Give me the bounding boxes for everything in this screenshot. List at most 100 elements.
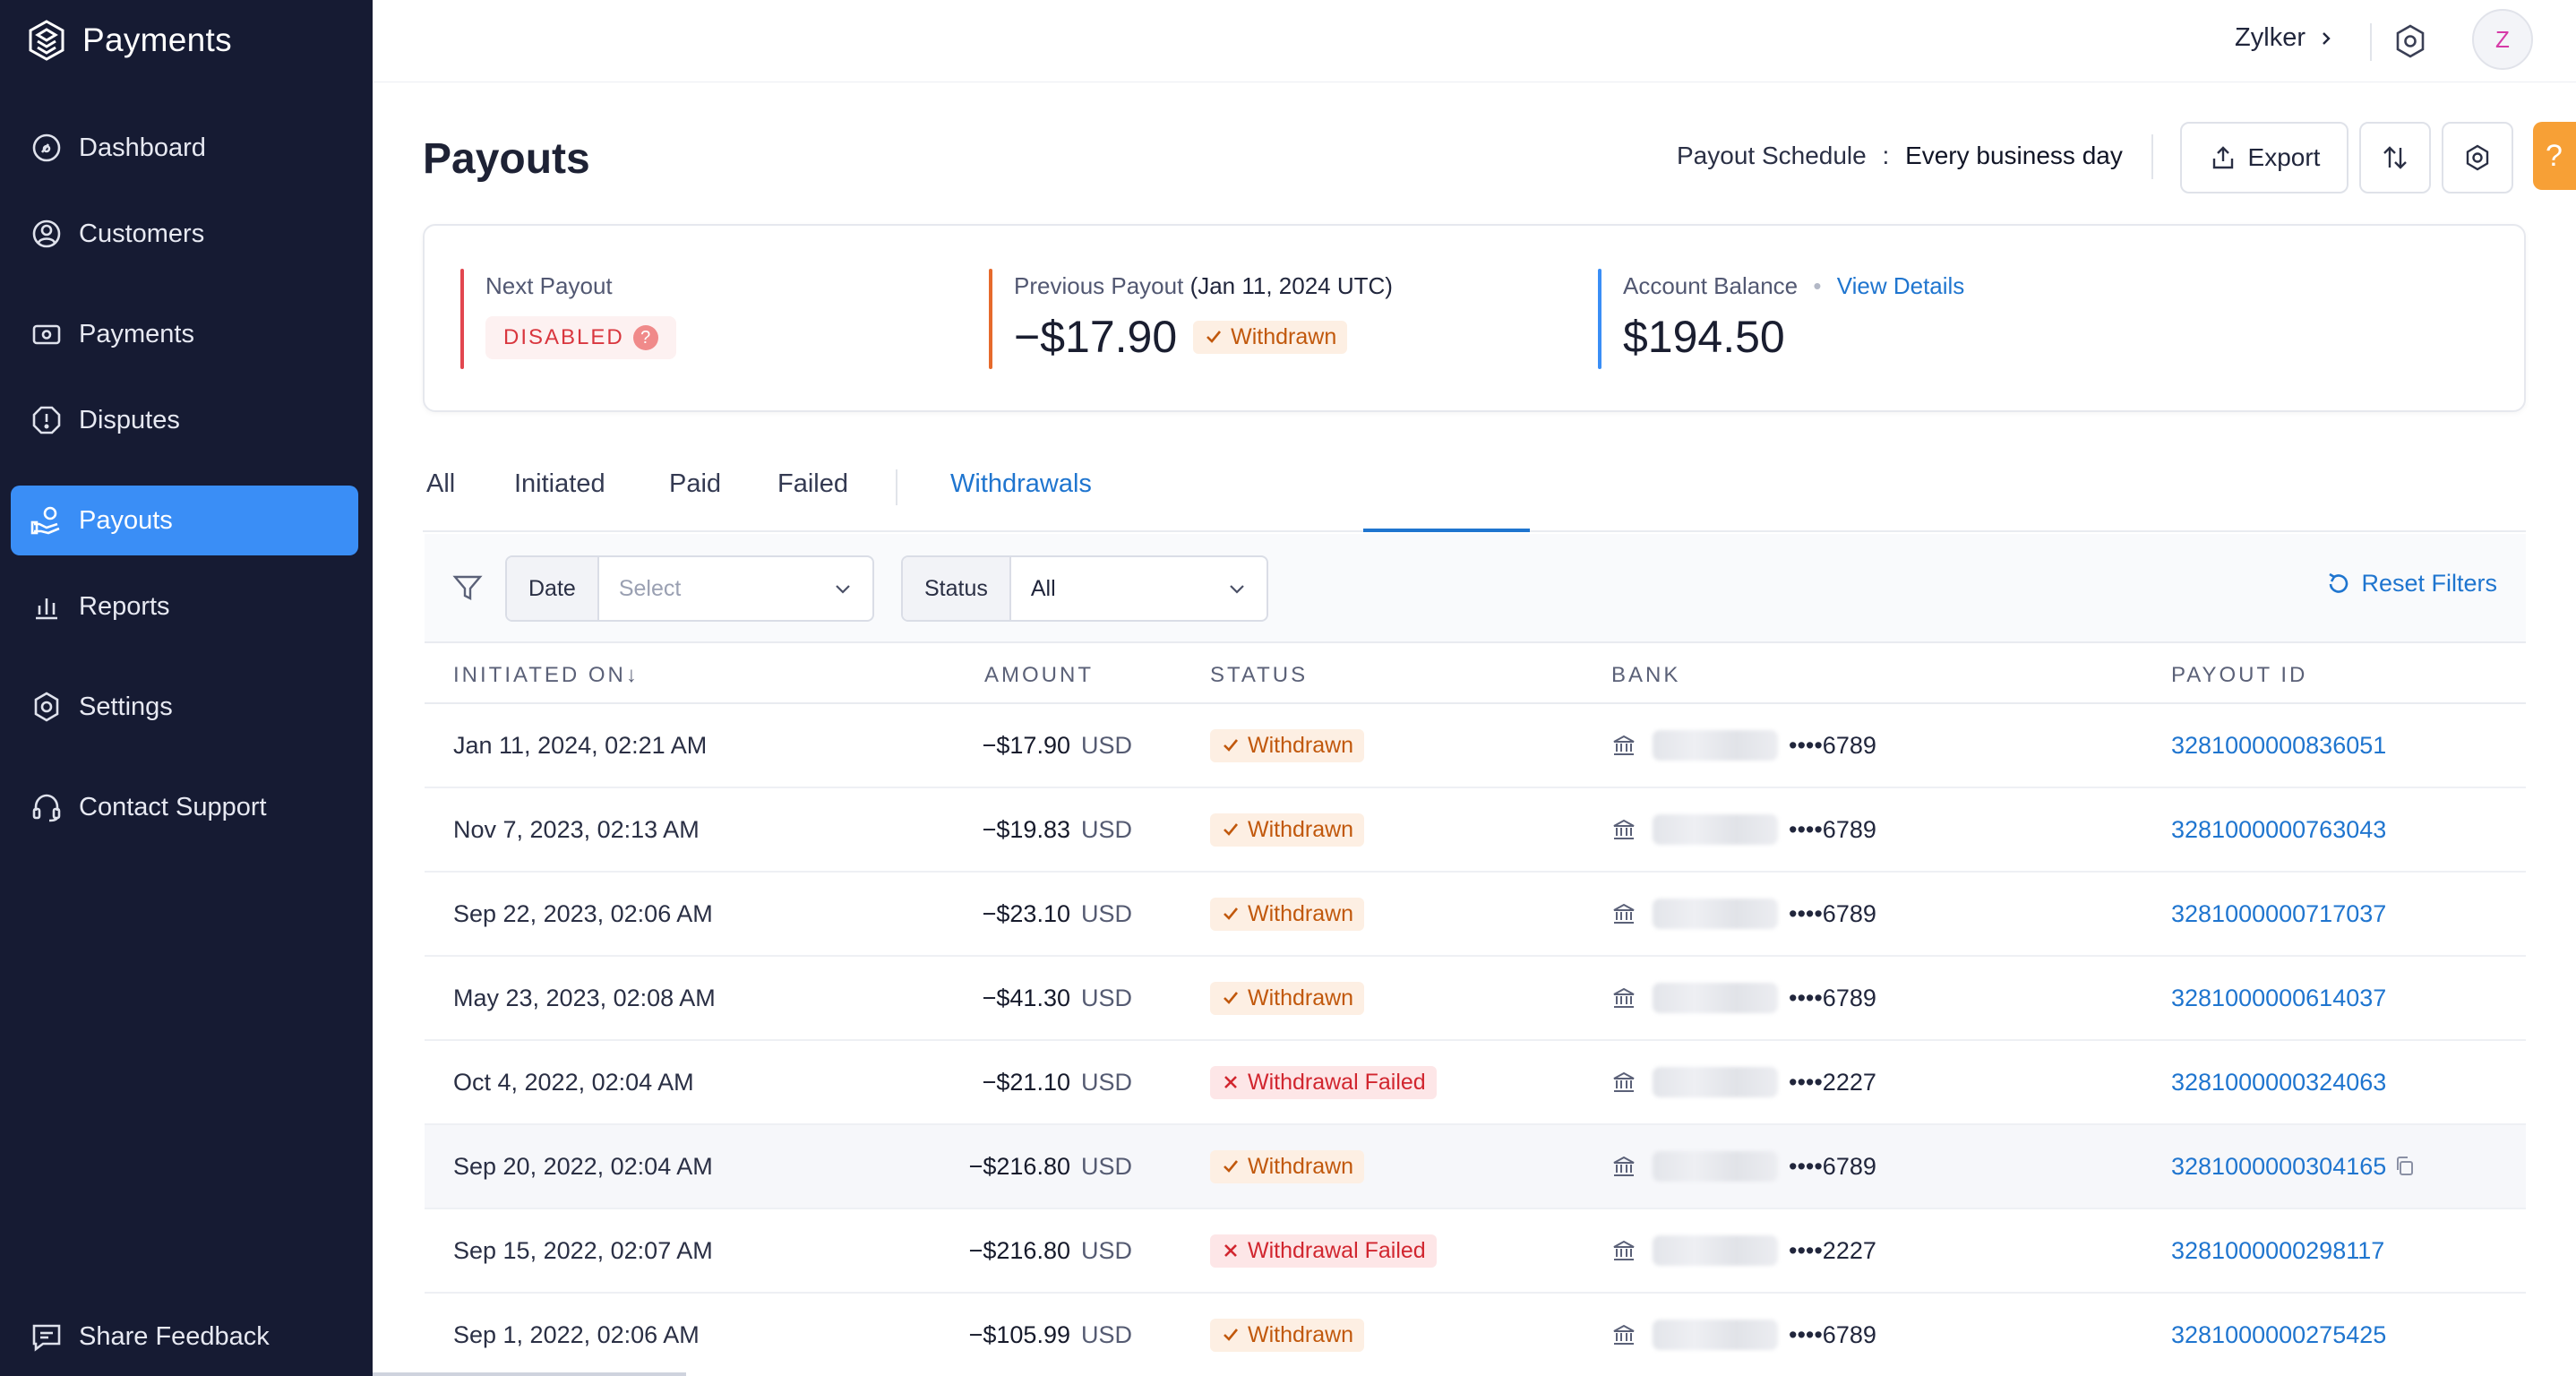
bank-icon — [1613, 903, 1635, 924]
status-cell: Withdrawn — [1210, 1294, 1365, 1376]
previous-payout-heading: Previous Payout (Jan 11, 2024 UTC) — [1014, 272, 1393, 300]
bank-name-redacted — [1653, 814, 1778, 845]
status-filter-label: Status — [903, 557, 1011, 620]
date-select[interactable]: Select — [599, 557, 872, 620]
account-balance-bar — [1598, 269, 1601, 369]
payout-id-link[interactable]: 3281000000275425 — [2171, 1320, 2387, 1348]
status-badge: Withdrawn — [1193, 320, 1348, 354]
filter-bar: Date Select Status All Reset Filters — [425, 534, 2526, 643]
sidebar-item-settings[interactable]: Settings — [11, 672, 358, 742]
tab-initiated[interactable]: Initiated — [514, 469, 605, 498]
tab-all[interactable]: All — [426, 469, 456, 498]
view-details-link[interactable]: View Details — [1836, 272, 1965, 299]
question-icon[interactable]: ? — [632, 325, 658, 350]
column-amount: AMOUNT — [984, 663, 1094, 687]
table-row[interactable]: Jan 11, 2024, 02:21 AM −$17.90 USD Withdraw… — [425, 704, 2526, 788]
reset-filters-button[interactable]: Reset Filters — [2325, 570, 2497, 598]
bank-name-redacted — [1653, 1067, 1778, 1097]
bank-cell: ••••6789 — [1611, 788, 1876, 871]
tab-divider — [896, 469, 897, 505]
account-balance-amount: $194.50 — [1623, 312, 1785, 362]
payout-id-link[interactable]: 3281000000717037 — [2171, 899, 2387, 927]
bank-cell: ••••2227 — [1611, 1209, 1876, 1292]
sidebar-item-contact-support[interactable]: Contact Support — [11, 772, 358, 842]
status-text: Withdrawal Failed — [1248, 1069, 1426, 1095]
status-cell: Withdrawn — [1210, 704, 1365, 787]
bank-icon — [1613, 1071, 1635, 1092]
disputes-icon — [32, 406, 61, 434]
payout-id-link[interactable]: 3281000000614037 — [2171, 984, 2387, 1011]
status-badge: Withdrawn — [1210, 897, 1365, 931]
currency: USD — [1080, 1068, 1132, 1096]
table-row[interactable]: Sep 15, 2022, 02:07 AM −$216.80 USD Withdra… — [425, 1209, 2526, 1294]
table-row[interactable]: Sep 20, 2022, 02:04 AM −$216.80 USD Withdra… — [425, 1125, 2526, 1209]
payout-id-link[interactable]: 3281000000304165 — [2171, 1152, 2387, 1180]
copy-icon[interactable] — [2393, 1155, 2417, 1178]
check-icon — [1224, 1329, 1239, 1341]
export-button[interactable]: Export — [2180, 122, 2348, 194]
date-select-placeholder: Select — [618, 575, 682, 601]
check-icon — [1206, 331, 1222, 343]
status-filter[interactable]: Status All — [901, 555, 1268, 622]
sidebar-item-label: Payouts — [79, 505, 173, 535]
initiated-on-cell: Sep 15, 2022, 02:07 AM — [453, 1236, 713, 1264]
gear-icon[interactable] — [2392, 23, 2428, 59]
previous-payout-amount: −$17.90 — [1014, 312, 1178, 362]
sidebar-item-payments[interactable]: Payments — [11, 299, 358, 369]
chevron-right-icon — [2323, 31, 2331, 45]
bank-name-redacted — [1653, 1320, 1778, 1350]
share-feedback-button[interactable]: Share Feedback — [30, 1320, 270, 1353]
avatar[interactable]: Z — [2472, 9, 2533, 70]
sort-button[interactable] — [2359, 122, 2431, 194]
initiated-on-cell: Sep 20, 2022, 02:04 AM — [453, 1152, 713, 1180]
initiated-on-cell: Nov 7, 2023, 02:13 AM — [453, 815, 700, 843]
sidebar-item-customers[interactable]: Customers — [11, 199, 358, 269]
share-feedback-label: Share Feedback — [79, 1321, 270, 1351]
date-filter[interactable]: Date Select — [505, 555, 874, 622]
sidebar-item-payouts[interactable]: Payouts — [11, 486, 358, 555]
tab-failed[interactable]: Failed — [777, 469, 848, 498]
sidebar-item-label: Reports — [79, 591, 170, 621]
date-filter-label: Date — [507, 557, 599, 620]
horizontal-scrollbar[interactable] — [373, 1372, 686, 1376]
account-number: ••••6789 — [1789, 899, 1876, 927]
amount-value: −$21.10 — [982, 1068, 1070, 1096]
org-switcher[interactable]: Zylker — [2235, 23, 2334, 53]
sidebar-item-disputes[interactable]: Disputes — [11, 385, 358, 455]
payout-id-link[interactable]: 3281000000298117 — [2171, 1236, 2385, 1264]
status-cell: Withdrawal Failed — [1210, 1041, 1437, 1123]
status-select[interactable]: All — [1011, 557, 1267, 620]
status-text: Withdrawal Failed — [1248, 1237, 1426, 1263]
payments-logo-icon — [29, 20, 64, 61]
column-payout-id: PAYOUT ID — [2171, 663, 2308, 687]
payout-settings-button[interactable] — [2442, 122, 2513, 194]
table-row[interactable]: Oct 4, 2022, 02:04 AM −$21.10 USD Withdrawa… — [425, 1041, 2526, 1125]
amount-value: −$105.99 — [968, 1320, 1070, 1348]
check-icon — [1224, 1160, 1239, 1173]
sidebar-item-reports[interactable]: Reports — [11, 572, 358, 641]
account-balance: Account Balance • View Details $194.50 — [1598, 269, 1964, 369]
table-row[interactable]: Sep 22, 2023, 02:06 AM −$23.10 USD Withdraw… — [425, 873, 2526, 957]
table-row[interactable]: Sep 1, 2022, 02:06 AM −$105.99 USD Withdraw… — [425, 1294, 2526, 1376]
gear-icon — [2466, 144, 2489, 171]
tab-withdrawals[interactable]: Withdrawals — [950, 469, 1092, 498]
brand[interactable]: Payments — [27, 18, 232, 63]
payout-id-link[interactable]: 3281000000324063 — [2171, 1068, 2387, 1096]
account-number: ••••6789 — [1789, 1152, 1876, 1180]
filter-icon[interactable] — [451, 572, 484, 604]
column-initiated-on[interactable]: INITIATED ON↓ — [453, 663, 637, 688]
table-row[interactable]: Nov 7, 2023, 02:13 AM −$19.83 USD Withdrawn… — [425, 788, 2526, 873]
currency: USD — [1080, 731, 1132, 759]
tab-paid[interactable]: Paid — [669, 469, 722, 498]
payout-id-link[interactable]: 3281000000763043 — [2171, 815, 2387, 843]
payout-id-link[interactable]: 3281000000836051 — [2171, 731, 2387, 759]
initiated-on-cell: Oct 4, 2022, 02:04 AM — [453, 1068, 694, 1096]
status-tabs: All Initiated Paid Failed Withdrawals — [423, 457, 2526, 532]
initiated-on-cell: Sep 22, 2023, 02:06 AM — [453, 899, 713, 927]
bank-cell: ••••6789 — [1611, 704, 1876, 787]
account-number: ••••6789 — [1789, 815, 1876, 843]
payouts-icon — [30, 506, 60, 535]
help-button[interactable]: ? — [2533, 122, 2576, 190]
table-row[interactable]: May 23, 2023, 02:08 AM −$41.30 USD Withdraw… — [425, 957, 2526, 1041]
sidebar-item-dashboard[interactable]: Dashboard — [11, 113, 358, 183]
